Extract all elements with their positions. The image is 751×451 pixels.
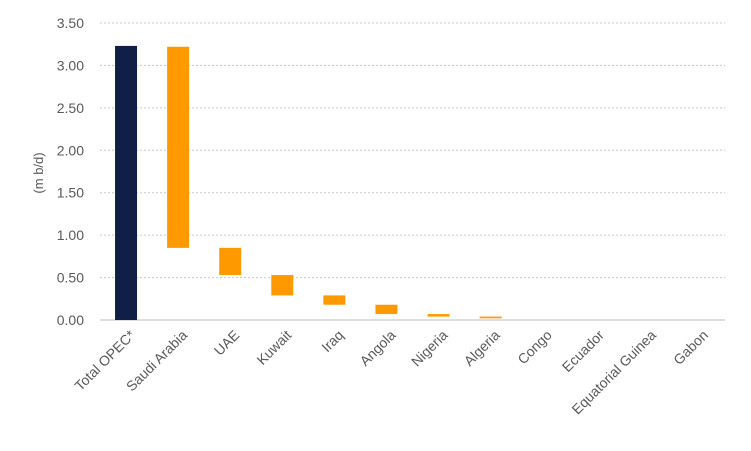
x-category-label: Iraq [318, 327, 346, 355]
y-tick-label: 1.50 [57, 185, 84, 201]
x-category-label: Ecuador [559, 327, 607, 375]
gridlines [100, 22, 725, 321]
bar-algeria [479, 316, 502, 319]
y-tick-label: 0.50 [57, 270, 84, 286]
bar-nigeria [427, 314, 450, 317]
y-axis-tick-labels: 0.00 0.50 1.00 1.50 2.00 2.50 3.00 3.50 [57, 15, 84, 328]
y-tick-label: 1.00 [57, 227, 84, 243]
y-tick-label: 3.50 [57, 15, 84, 31]
y-axis-title: (m b/d) [31, 152, 46, 193]
y-tick-label: 2.00 [57, 142, 84, 158]
bars [115, 45, 502, 320]
x-category-label: UAE [211, 327, 243, 359]
y-tick-label: 0.00 [57, 312, 84, 328]
x-category-label: Algeria [461, 327, 503, 369]
y-tick-label: 3.00 [57, 57, 84, 73]
x-category-label: Congo [514, 327, 555, 368]
x-category-label: Nigeria [408, 327, 451, 370]
bar-kuwait [271, 275, 294, 296]
x-axis-category-labels: Total OPEC*Saudi Arabia UAE Kuwait Iraq Ango… [71, 326, 711, 417]
x-category-label: Angola [356, 327, 398, 369]
bar-angola [375, 304, 398, 315]
bar-saudi-arabia [167, 46, 190, 248]
y-tick-label: 2.50 [57, 100, 84, 116]
x-category-label: Kuwait [253, 327, 294, 368]
x-category-label: Gabon [670, 327, 711, 368]
bar-iraq [323, 295, 346, 305]
bar-total-opec [115, 45, 138, 320]
bar-uae [219, 247, 242, 276]
